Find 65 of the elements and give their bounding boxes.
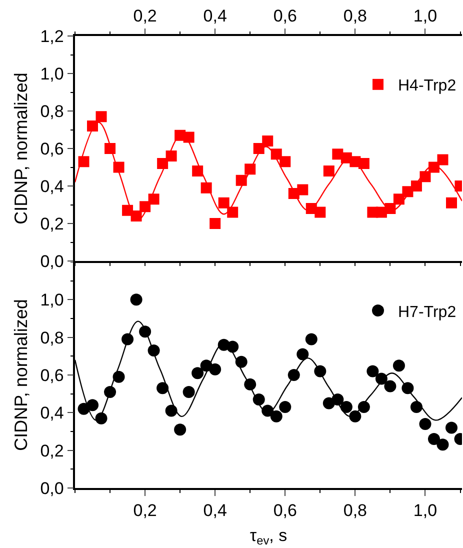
x-tick-label: 0,8: [343, 501, 367, 520]
point: [358, 158, 370, 169]
point: [192, 367, 204, 380]
point: [280, 156, 291, 168]
y-tick-label: 0,4: [40, 404, 64, 423]
point: [235, 356, 248, 368]
point: [436, 438, 449, 451]
y-tick-label: 1,0: [40, 290, 64, 310]
point: [130, 294, 142, 306]
point: [314, 206, 326, 218]
y-tick-label: 0,4: [40, 176, 64, 196]
point: [297, 184, 308, 196]
x-axis-title: τ$_{ev}$, s: [250, 526, 288, 548]
point: [262, 136, 274, 146]
point: [182, 386, 195, 398]
x-tick-label: 0,4: [203, 501, 227, 520]
y-tick-label: 1,0: [40, 64, 64, 84]
point: [279, 401, 292, 414]
y-tick-label: 0,0: [40, 252, 64, 271]
x2-tick-label: 0,4: [203, 6, 227, 26]
point: [410, 401, 422, 414]
y-axis-title: CIDNP, normalized: [10, 299, 31, 451]
x-tick-label: 1,0: [413, 501, 438, 520]
point: [210, 218, 221, 229]
x2-tick-label: 1,0: [413, 6, 438, 26]
point: [165, 404, 178, 417]
point: [323, 166, 334, 176]
point: [86, 399, 99, 412]
y-tick-label: 0,0: [40, 478, 64, 498]
legend-label: H7-Trp2: [398, 304, 456, 321]
point: [96, 111, 107, 122]
y-tick-label: 1,2: [40, 26, 64, 46]
point: [156, 382, 169, 394]
point: [445, 422, 458, 434]
y-tick-label: 0,6: [40, 139, 64, 158]
point: [446, 197, 457, 208]
point: [174, 424, 186, 436]
x-tick-label: 0,2: [133, 501, 157, 520]
x-tick-label: 0,6: [273, 501, 297, 520]
point: [419, 418, 432, 430]
point: [270, 410, 282, 422]
point: [209, 363, 222, 376]
y-tick-label: 0,6: [40, 366, 64, 385]
point: [366, 365, 379, 378]
point: [112, 370, 125, 383]
y-axis-title: CIDNP, normalized: [10, 72, 31, 224]
x2-tick-label: 0,8: [343, 6, 367, 26]
point: [183, 132, 194, 143]
point: [226, 340, 239, 353]
point: [340, 401, 352, 414]
x2-tick-label: 0,6: [273, 6, 297, 26]
point: [305, 333, 318, 346]
y-tick-label: 0,8: [40, 328, 64, 348]
y-tick-label: 0,2: [40, 441, 64, 460]
point: [218, 197, 230, 208]
point: [227, 206, 238, 218]
point: [384, 380, 396, 392]
x2-tick-label: 0,2: [133, 6, 157, 26]
point: [392, 360, 405, 372]
point: [296, 348, 309, 360]
y-tick-label: 0,8: [40, 102, 64, 121]
point: [428, 433, 440, 446]
y-tick-label: 0,2: [40, 214, 64, 234]
legend-label: H4-Trp2: [398, 78, 456, 95]
point: [437, 154, 448, 166]
